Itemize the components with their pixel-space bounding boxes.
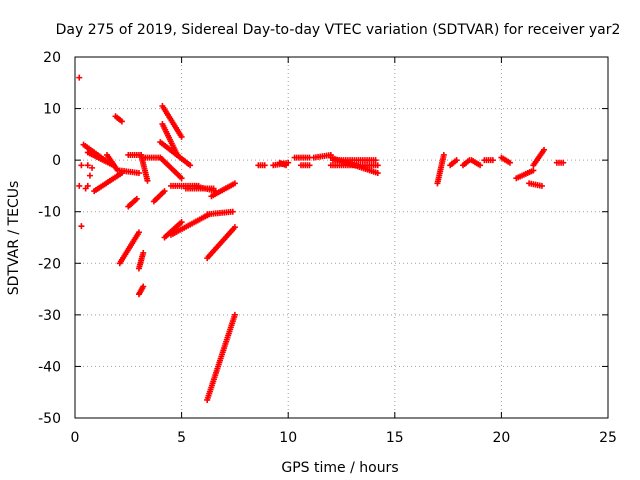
y-tick-label: -10 xyxy=(38,205,61,221)
data-point xyxy=(306,162,313,169)
data-point xyxy=(161,188,168,195)
data-point xyxy=(118,118,125,125)
data-point xyxy=(140,283,147,290)
y-tick-label: -40 xyxy=(38,359,61,375)
data-point xyxy=(453,157,460,164)
x-tick-label: 0 xyxy=(71,430,80,446)
x-tick-label: 15 xyxy=(386,430,404,446)
x-axis-label: GPS time / hours xyxy=(281,460,398,476)
data-point xyxy=(560,159,567,166)
data-point xyxy=(538,182,545,189)
data-point xyxy=(283,162,290,169)
data-point xyxy=(178,175,185,182)
y-tick-label: 0 xyxy=(52,153,61,169)
data-point xyxy=(89,164,96,171)
data-point xyxy=(84,162,91,169)
y-tick-label: 10 xyxy=(43,102,61,118)
x-tick-labels: 0 5 10 15 20 25 xyxy=(71,430,617,446)
data-point xyxy=(372,157,379,164)
data-point xyxy=(135,229,142,236)
data-point xyxy=(76,182,83,189)
data-point xyxy=(231,180,238,187)
data-point xyxy=(140,249,147,256)
x-tick-label: 10 xyxy=(279,430,297,446)
data-points xyxy=(76,74,567,403)
x-tick-label: 20 xyxy=(492,430,510,446)
data-point xyxy=(135,170,142,177)
y-tick-label: -20 xyxy=(38,256,61,272)
data-point xyxy=(489,157,496,164)
grid-lines xyxy=(75,57,608,418)
data-point xyxy=(84,182,91,189)
data-point xyxy=(178,133,185,140)
data-point xyxy=(477,162,484,169)
axis-ticks xyxy=(74,56,609,419)
data-point xyxy=(187,162,194,169)
x-tick-label: 5 xyxy=(177,430,186,446)
x-tick-label: 25 xyxy=(599,430,617,446)
data-point xyxy=(231,224,238,231)
y-tick-label: -30 xyxy=(38,308,61,324)
data-point xyxy=(541,146,548,153)
data-point xyxy=(374,162,381,169)
data-point xyxy=(78,223,85,230)
data-point xyxy=(374,170,381,177)
data-point xyxy=(229,208,236,215)
data-point xyxy=(231,311,238,318)
data-point xyxy=(133,195,140,202)
data-point xyxy=(440,151,447,158)
data-point xyxy=(76,74,83,81)
data-point xyxy=(78,162,85,169)
plot-frame xyxy=(74,56,609,419)
data-point xyxy=(86,172,93,179)
y-tick-labels: -50 -40 -30 -20 -10 0 10 20 xyxy=(38,50,61,427)
data-point xyxy=(506,159,513,166)
y-tick-label: 20 xyxy=(43,50,61,66)
data-point xyxy=(261,162,268,169)
chart-title: Day 275 of 2019, Sidereal Day-to-day VTE… xyxy=(56,22,621,38)
data-point xyxy=(530,167,537,174)
y-tick-label: -50 xyxy=(38,411,61,427)
data-point xyxy=(178,219,185,226)
y-axis-label: SDTVAR / TECUs xyxy=(6,181,22,296)
data-point xyxy=(144,177,151,184)
